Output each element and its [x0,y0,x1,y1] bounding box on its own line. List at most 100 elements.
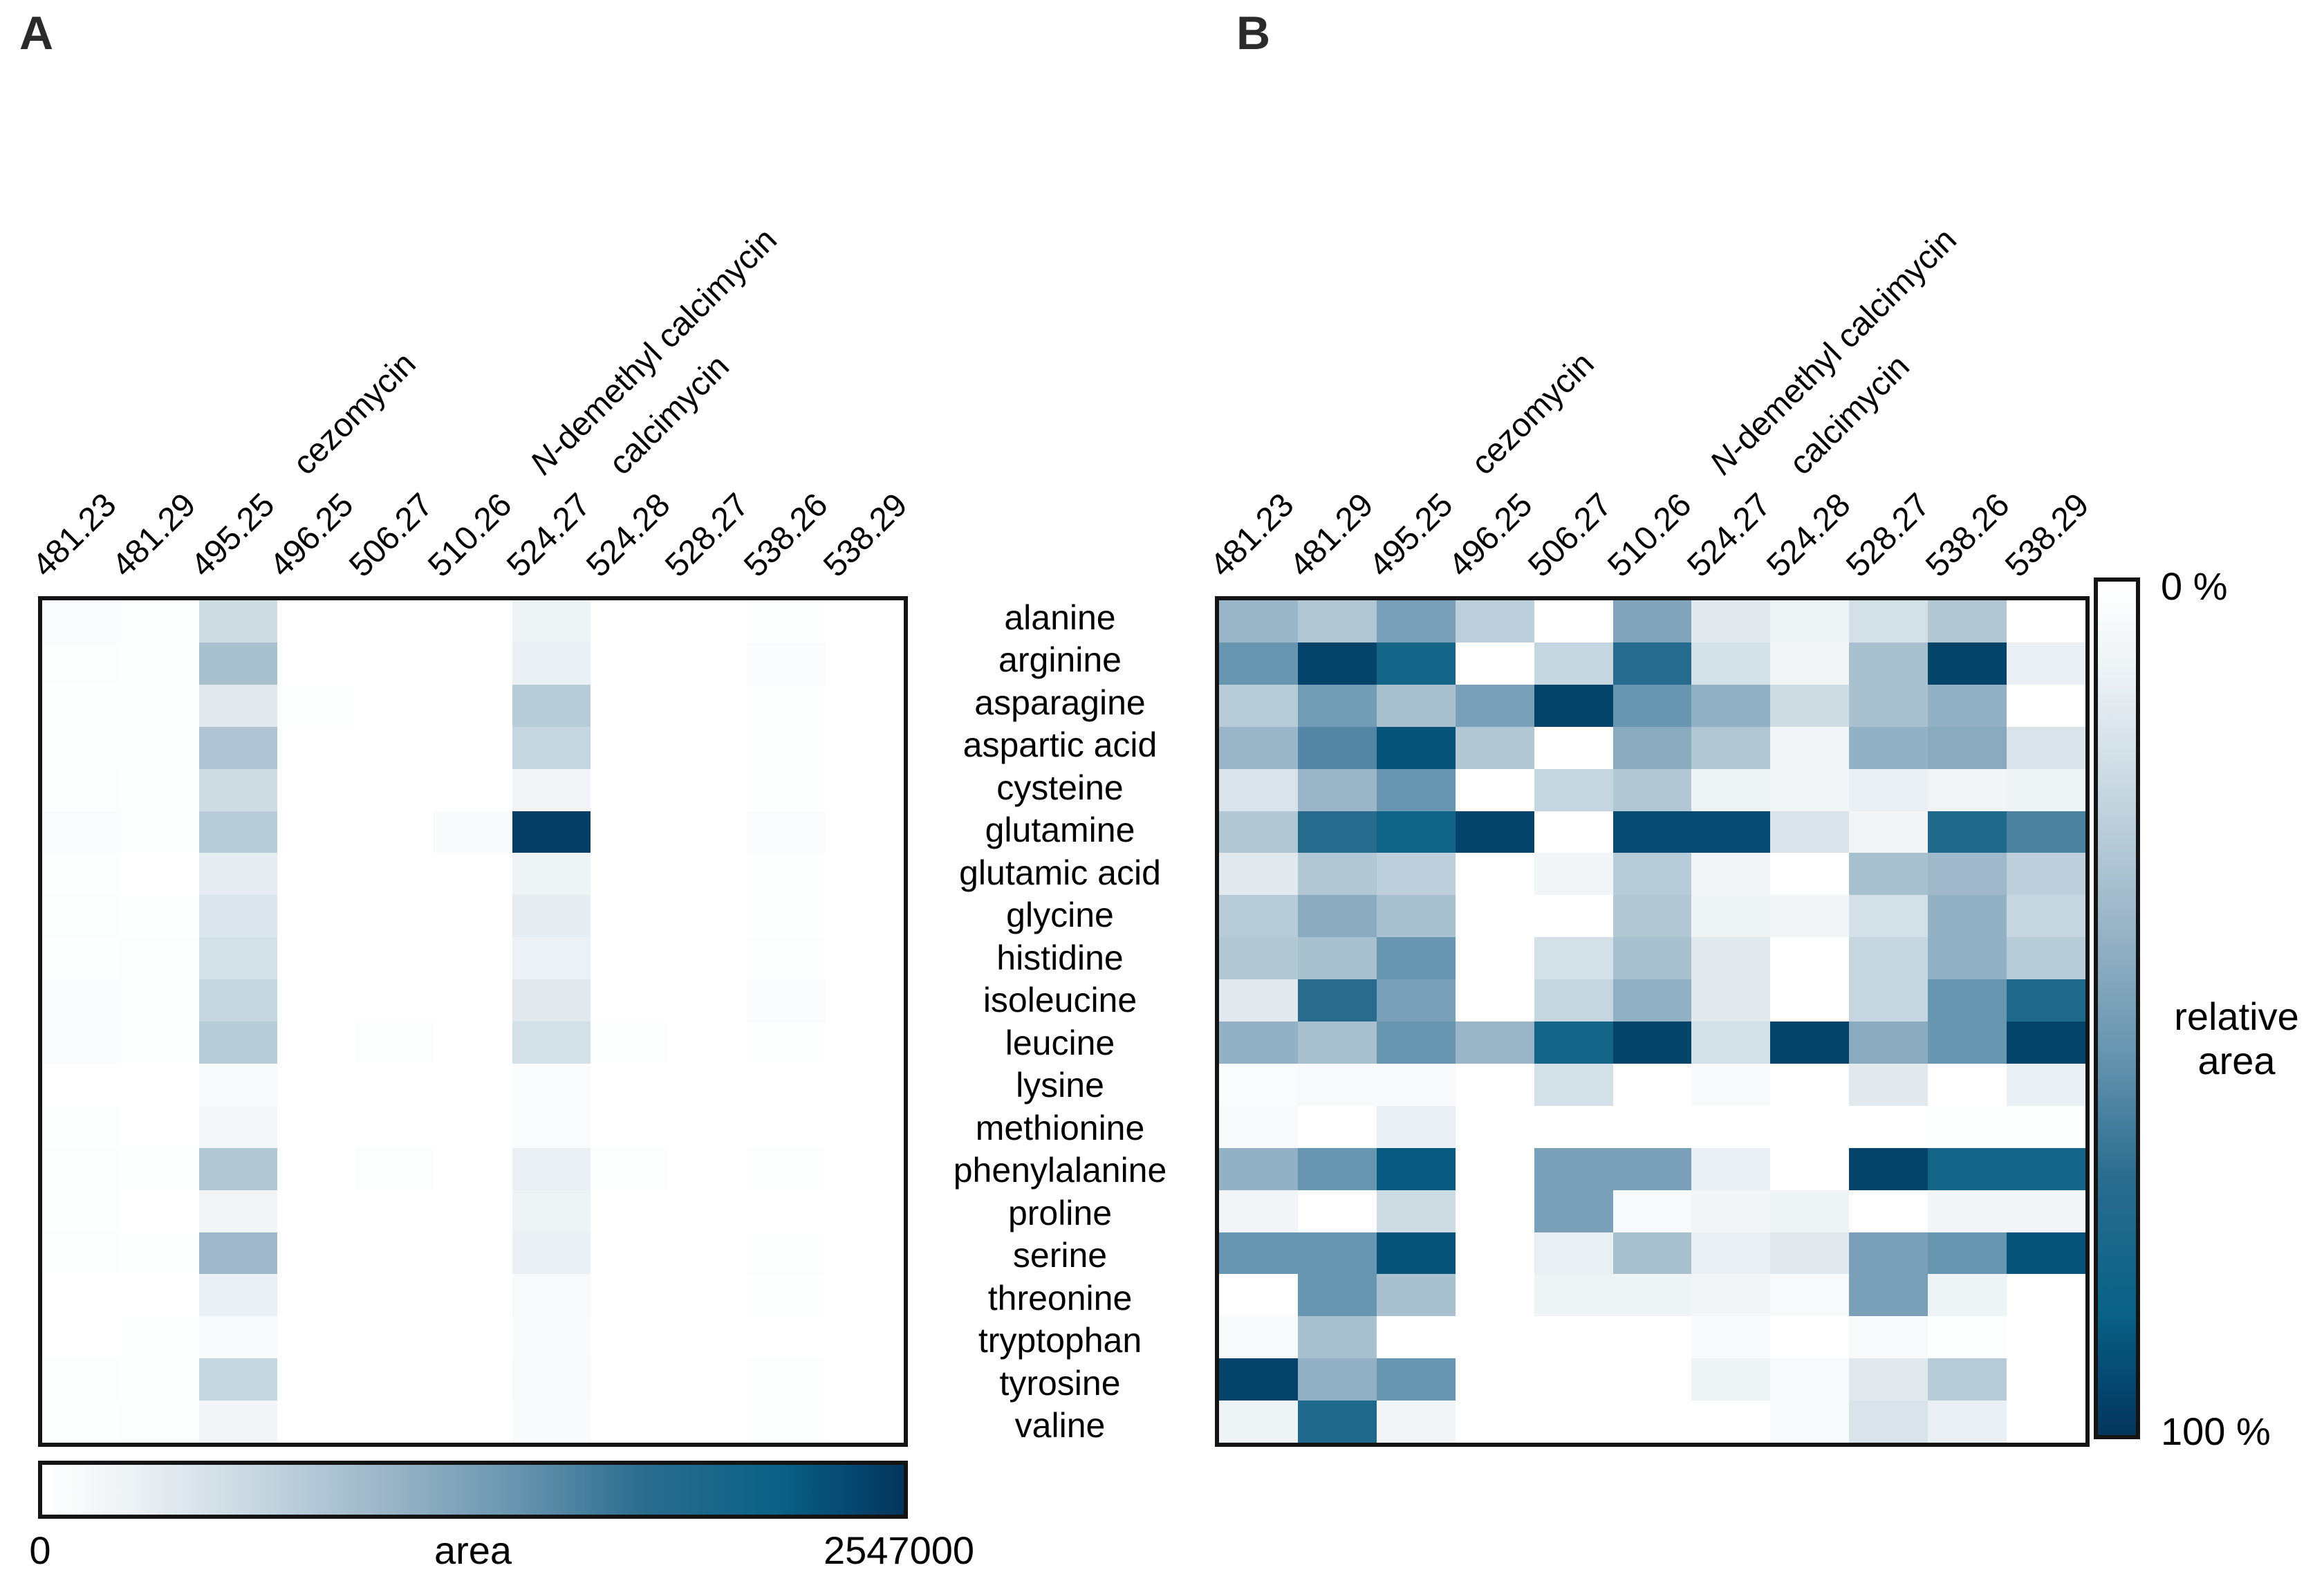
heatmap-a-cell-histidine-524.28 [590,937,669,980]
heatmap-a-cell-threonine-496.25 [277,1274,356,1317]
heatmap-b-cell-proline-538.26 [1928,1190,2007,1232]
heatmap-a-cell-histidine-524.27 [512,937,591,980]
heatmap-a-cell-leucine-510.26 [434,1021,512,1064]
heatmap-a-cell-alanine-506.27 [355,600,434,642]
row-label-threonine: threonine [987,1278,1133,1318]
heatmap-b-cell-tyrosine-538.29 [2007,1358,2085,1401]
heatmap-b-cell-alanine-524.28 [1770,600,1850,642]
heatmap-a-cell-isoleucine-506.27 [355,979,434,1021]
heatmap-b-cell-phenylalanine-481.23 [1219,1147,1298,1190]
heatmap-b-cell-tyrosine-481.23 [1219,1358,1298,1401]
row-label-valine: valine [1014,1406,1106,1445]
heatmap-b-cell-asparagine-528.27 [1849,684,1928,727]
heatmap-b-cell-valine-481.29 [1297,1400,1377,1443]
heatmap-a-cell-cysteine-524.27 [512,768,591,811]
row-label-serine: serine [1012,1236,1108,1275]
heatmap-a-cell-serine-481.23 [42,1232,121,1275]
heatmap-b-cell-alanine-538.26 [1928,600,2007,642]
row-label-glutamine: glutamine [985,811,1135,850]
row-label-phenylalanine: phenylalanine [953,1151,1167,1190]
heatmap-b-cell-valine-495.25 [1376,1400,1456,1443]
heatmap-a-cell-proline-506.27 [355,1190,434,1232]
heatmap-a-cell-glutamic acid-524.27 [512,853,591,896]
heatmap-b-cell-proline-496.25 [1455,1190,1534,1232]
heatmap-b-cell-glycine-524.28 [1770,895,1850,938]
heatmap-a-cell-tyrosine-538.29 [825,1358,904,1401]
heatmap-b-cell-tyrosine-538.26 [1928,1358,2007,1401]
heatmap-b-cell-cysteine-524.28 [1770,768,1850,811]
heatmap-b-cell-tyrosine-524.28 [1770,1358,1850,1401]
heatmap-a-cell-leucine-496.25 [277,1021,356,1064]
heatmap-b-cell-phenylalanine-495.25 [1376,1147,1456,1190]
heatmap-a-cell-histidine-481.29 [120,937,199,980]
heatmap-b-cell-histidine-528.27 [1849,937,1928,980]
heatmap-b-cell-proline-524.28 [1770,1190,1850,1232]
heatmap-b-cell-arginine-524.27 [1691,642,1771,685]
heatmap-b-cell-methionine-510.26 [1612,1105,1692,1148]
heatmap-a-cell-cysteine-524.28 [590,768,669,811]
heatmap-b-cell-phenylalanine-538.26 [1928,1147,2007,1190]
heatmap-a-cell-phenylalanine-528.27 [669,1147,747,1190]
heatmap-b-cell-isoleucine-481.23 [1219,979,1298,1021]
heatmap-a-cell-leucine-481.29 [120,1021,199,1064]
heatmap-b-cell-proline-538.29 [2007,1190,2085,1232]
heatmap-a-cell-leucine-528.27 [669,1021,747,1064]
heatmap-a-cell-histidine-528.27 [669,937,747,980]
heatmap-b-cell-tryptophan-538.26 [1928,1316,2007,1359]
heatmap-a-cell-phenylalanine-524.27 [512,1147,591,1190]
heatmap-a-cell-leucine-495.25 [198,1021,277,1064]
heatmap-a-cell-proline-496.25 [277,1190,356,1232]
heatmap-b-cell-glutamic acid-506.27 [1534,853,1613,896]
heatmap-b-cell-glutamic acid-510.26 [1612,853,1692,896]
heatmap-b-cell-glutamine-510.26 [1612,811,1692,853]
heatmap-b-cell-alanine-481.29 [1297,600,1377,642]
heatmap-a-cell-tryptophan-496.25 [277,1316,356,1359]
column-label-506.27: 506.27 [342,486,440,584]
heatmap-a-cell-isoleucine-528.27 [669,979,747,1021]
heatmap-b-cell-tyrosine-528.27 [1849,1358,1928,1401]
heatmap-b-cell-valine-506.27 [1534,1400,1613,1443]
heatmap-a-cell-arginine-481.23 [42,642,121,685]
panel-b-label: B [1236,7,1271,59]
heatmap-a-cell-arginine-528.27 [669,642,747,685]
heatmap-b-cell-glutamic acid-528.27 [1849,853,1928,896]
row-label-glutamic-acid: glutamic acid [959,853,1161,892]
heatmap-b-cell-glutamine-524.28 [1770,811,1850,853]
heatmap-b-cell-alanine-506.27 [1534,600,1613,642]
heatmap-a-cell-phenylalanine-481.29 [120,1147,199,1190]
heatmap-a-cell-methionine-506.27 [355,1105,434,1148]
heatmap-b-cell-glutamine-538.26 [1928,811,2007,853]
heatmap-b-cell-glutamic acid-495.25 [1376,853,1456,896]
heatmap-a-cell-methionine-495.25 [198,1105,277,1148]
heatmap-a-cell-glutamine-538.26 [747,811,826,853]
heatmap-b-cell-tryptophan-481.29 [1297,1316,1377,1359]
colorbar-relative-area-title: relative area [2174,995,2299,1082]
heatmap-a-cell-glutamic acid-496.25 [277,853,356,896]
heatmap-b-cell-aspartic acid-481.29 [1297,726,1377,769]
heatmap-a-cell-tyrosine-524.28 [590,1358,669,1401]
heatmap-b-cell-glycine-495.25 [1376,895,1456,938]
colorbar-relative-area-min-label: 0 % [2161,564,2228,608]
heatmap-b-cell-lysine-524.27 [1691,1063,1771,1106]
heatmap-b-cell-asparagine-538.29 [2007,684,2085,727]
heatmap-b-cell-methionine-528.27 [1849,1105,1928,1148]
heatmap-a-cell-arginine-506.27 [355,642,434,685]
heatmap-b-cell-arginine-506.27 [1534,642,1613,685]
heatmap-b-cell-histidine-524.27 [1691,937,1771,980]
heatmap-b-cell-glycine-538.26 [1928,895,2007,938]
column-label-481.23: 481.23 [26,486,124,584]
heatmap-a-cell-aspartic acid-524.27 [512,726,591,769]
heatmap-a-cell-tryptophan-524.28 [590,1316,669,1359]
heatmap-a-cell-phenylalanine-496.25 [277,1147,356,1190]
heatmap-b-cell-leucine-496.25 [1455,1021,1534,1064]
heatmap-a-cell-methionine-524.27 [512,1105,591,1148]
heatmap-a-cell-serine-510.26 [434,1232,512,1275]
heatmap-b-cell-proline-524.27 [1691,1190,1771,1232]
heatmap-a-cell-glutamic acid-481.29 [120,853,199,896]
heatmap-b-cell-isoleucine-506.27 [1534,979,1613,1021]
heatmap-b-cell-glutamine-506.27 [1534,811,1613,853]
heatmap-b-cell-glutamic acid-496.25 [1455,853,1534,896]
heatmap-a-cell-glycine-481.23 [42,895,121,938]
heatmap-b-cell-serine-506.27 [1534,1232,1613,1275]
heatmap-b-cell-lysine-528.27 [1849,1063,1928,1106]
